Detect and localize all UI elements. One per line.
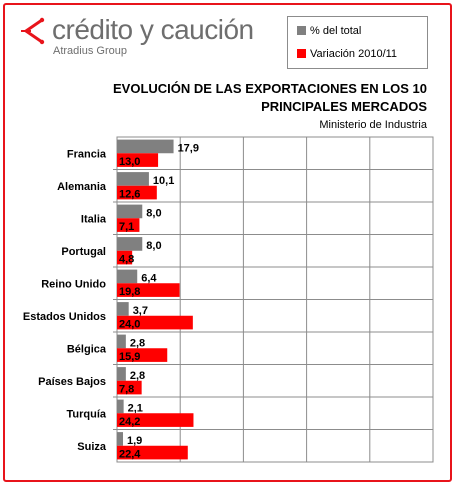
logo-name: crédito y caución xyxy=(52,14,254,45)
bar-share xyxy=(117,139,174,154)
bar-change xyxy=(117,380,142,395)
data-label-share: 10,1 xyxy=(153,175,174,187)
data-label-share: 17,9 xyxy=(178,142,199,154)
bar-change xyxy=(117,250,133,265)
bar-change xyxy=(117,283,180,297)
bar-change xyxy=(117,218,140,232)
legend-item-share: % del total xyxy=(297,25,361,37)
data-label-change: 13,0 xyxy=(119,156,140,168)
bar-share xyxy=(117,237,143,251)
data-label-share: 6,4 xyxy=(141,272,157,284)
data-label-share: 3,7 xyxy=(133,305,148,317)
category-label: Turquía xyxy=(66,408,106,420)
bar-share xyxy=(117,302,129,316)
category-label: Bélgica xyxy=(67,343,107,355)
bar-share xyxy=(117,204,143,219)
category-label: Reino Unido xyxy=(41,278,106,290)
bar-change xyxy=(117,413,194,427)
bar-share xyxy=(117,367,126,381)
data-label-change: 7,1 xyxy=(119,221,134,233)
legend-label-change: Variación 2010/11 xyxy=(310,48,398,60)
bar-share xyxy=(117,432,124,446)
bar-share xyxy=(117,399,124,414)
bar-change xyxy=(117,315,193,330)
category-label: Estados Unidos xyxy=(23,311,106,323)
data-label-share: 2,8 xyxy=(130,370,145,382)
data-label-change: 24,2 xyxy=(119,416,140,428)
logo-mark-icon xyxy=(21,17,45,45)
logo-subtitle: Atradius Group xyxy=(53,45,127,57)
legend-swatch-share xyxy=(297,26,306,35)
data-label-share: 8,0 xyxy=(146,240,161,252)
legend-item-change: Variación 2010/11 xyxy=(297,48,397,60)
legend-swatch-change xyxy=(297,49,306,58)
bar-change xyxy=(117,153,159,167)
bar-change xyxy=(117,445,188,460)
bar-change xyxy=(117,348,168,362)
data-label-change: 4,8 xyxy=(119,253,134,265)
data-label-change: 19,8 xyxy=(119,286,140,298)
category-label: Países Bajos xyxy=(38,376,106,388)
chart-title: EVOLUCIÓN DE LAS EXPORTACIONES EN LOS 10… xyxy=(113,81,427,114)
category-label: Italia xyxy=(81,213,107,225)
legend-label-share: % del total xyxy=(310,25,362,37)
chart-subtitle: Ministerio de Industria xyxy=(319,119,427,131)
data-label-change: 15,9 xyxy=(119,351,140,363)
bar-share xyxy=(117,172,149,186)
category-label: Portugal xyxy=(61,246,106,258)
data-label-share: 2,1 xyxy=(128,402,143,414)
bar-change xyxy=(117,185,157,200)
data-label-share: 1,9 xyxy=(127,435,142,447)
category-label: Alemania xyxy=(57,181,107,193)
data-label-change: 24,0 xyxy=(119,318,140,330)
bar-share xyxy=(117,334,126,349)
data-label-change: 22,4 xyxy=(119,448,141,460)
chart-legend: % del total Variación 2010/11 xyxy=(287,16,428,69)
data-label-share: 8,0 xyxy=(146,207,161,219)
data-label-share: 2,8 xyxy=(130,337,145,349)
category-label: Francia xyxy=(67,148,107,160)
bar-share xyxy=(117,269,138,284)
category-label: Suiza xyxy=(77,441,107,453)
data-label-change: 12,6 xyxy=(119,188,140,200)
data-label-change: 7,8 xyxy=(119,383,134,395)
